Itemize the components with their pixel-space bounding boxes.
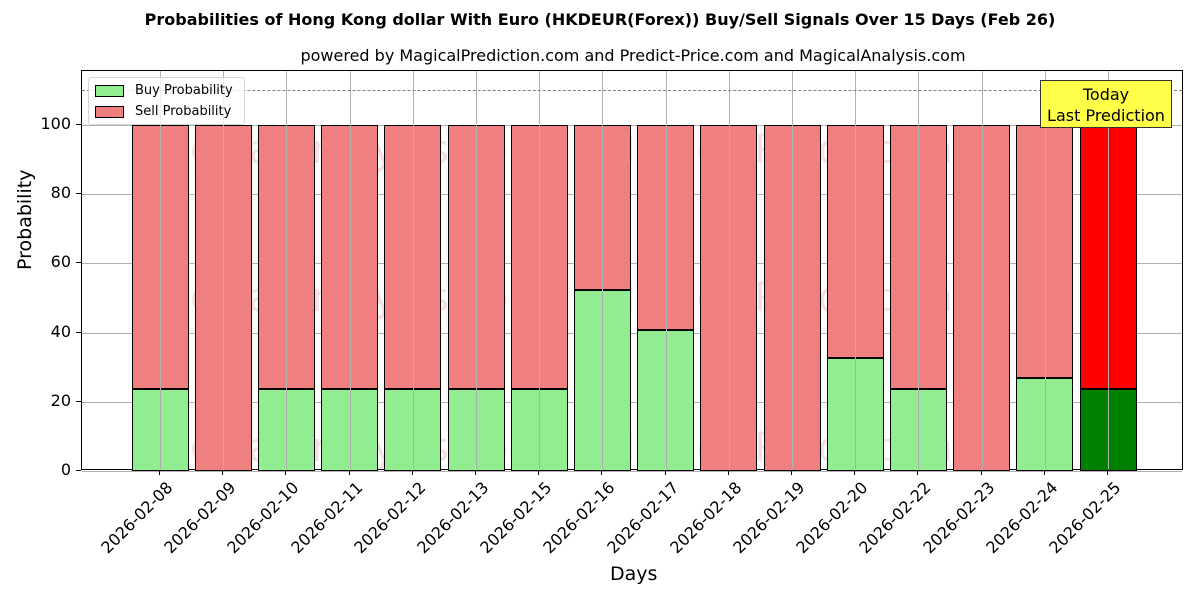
y-tick-label: 60	[50, 252, 71, 272]
legend: Buy Probability Sell Probability	[88, 77, 245, 125]
y-axis-label: Probability	[14, 169, 36, 270]
gridline-horizontal	[82, 332, 1182, 334]
y-tick-label: 20	[50, 390, 71, 410]
x-tick	[980, 470, 982, 475]
gridline-vertical	[1108, 71, 1109, 469]
legend-item-buy: Buy Probability	[95, 83, 233, 98]
y-tick	[76, 124, 81, 125]
gridline-vertical	[792, 71, 793, 469]
chart-title: Probabilities of Hong Kong dollar With E…	[144, 10, 1056, 29]
today-annotation: Today Last Prediction	[1040, 80, 1172, 128]
y-tick	[76, 400, 81, 402]
legend-label-buy: Buy Probability	[135, 83, 233, 98]
gridline-vertical	[602, 71, 604, 469]
x-tick	[664, 470, 666, 475]
gridline-horizontal	[82, 125, 1182, 126]
y-tick-label: 40	[50, 321, 71, 341]
reference-line-dashed	[82, 90, 1182, 92]
x-tick	[1107, 470, 1108, 475]
gridline-horizontal	[82, 401, 1182, 403]
gridline-horizontal	[82, 263, 1182, 265]
gridline-vertical	[981, 71, 983, 469]
gridline-vertical	[855, 71, 857, 469]
x-tick	[159, 470, 160, 475]
x-axis-label: Days	[610, 563, 658, 585]
y-tick	[76, 193, 81, 195]
y-tick-label: 0	[60, 460, 71, 479]
x-tick	[791, 470, 792, 475]
legend-label-sell: Sell Probability	[135, 104, 232, 119]
gridline-vertical	[1044, 71, 1046, 469]
legend-swatch-buy	[95, 84, 124, 97]
x-tick	[348, 470, 350, 475]
x-tick	[727, 470, 729, 475]
y-tick	[76, 470, 81, 471]
x-tick	[601, 470, 603, 475]
gridline-vertical	[918, 71, 920, 469]
legend-swatch-sell	[95, 105, 124, 118]
gridline-vertical	[160, 71, 161, 469]
x-tick	[1043, 470, 1045, 475]
gridline-horizontal	[82, 194, 1182, 196]
annotation-line2: Last Prediction	[1047, 106, 1165, 125]
y-tick	[76, 331, 81, 333]
plot-area: MagicalAnalysis.comMagicalPrediction.com…	[81, 70, 1183, 472]
gridline-vertical	[223, 71, 225, 469]
x-tick	[475, 470, 476, 475]
x-tick	[538, 470, 540, 475]
x-tick	[917, 470, 919, 475]
y-tick	[76, 262, 81, 264]
gridline-vertical	[728, 71, 730, 469]
gridline-vertical	[539, 71, 541, 469]
gridline-vertical	[665, 71, 667, 469]
x-tick	[222, 470, 224, 475]
gridline-vertical	[476, 71, 477, 469]
x-tick	[285, 470, 287, 475]
gridline-vertical	[349, 71, 351, 469]
annotation-line1: Today	[1082, 85, 1130, 104]
chart-subtitle: powered by MagicalPrediction.com and Pre…	[300, 46, 966, 65]
gridline-vertical	[286, 71, 288, 469]
y-tick-label: 100	[40, 114, 71, 133]
gridline-vertical	[412, 71, 414, 469]
y-tick-label: 80	[50, 183, 71, 203]
legend-item-sell: Sell Probability	[95, 104, 231, 119]
x-tick	[854, 470, 856, 475]
gridline-horizontal	[82, 471, 1182, 472]
x-tick	[411, 470, 413, 475]
